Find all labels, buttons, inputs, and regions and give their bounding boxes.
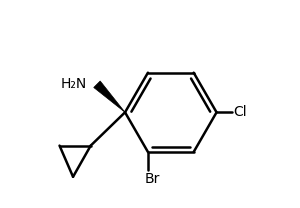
Text: H₂N: H₂N	[61, 77, 87, 91]
Text: Br: Br	[144, 172, 160, 186]
Text: Cl: Cl	[234, 105, 247, 119]
Polygon shape	[94, 81, 125, 112]
